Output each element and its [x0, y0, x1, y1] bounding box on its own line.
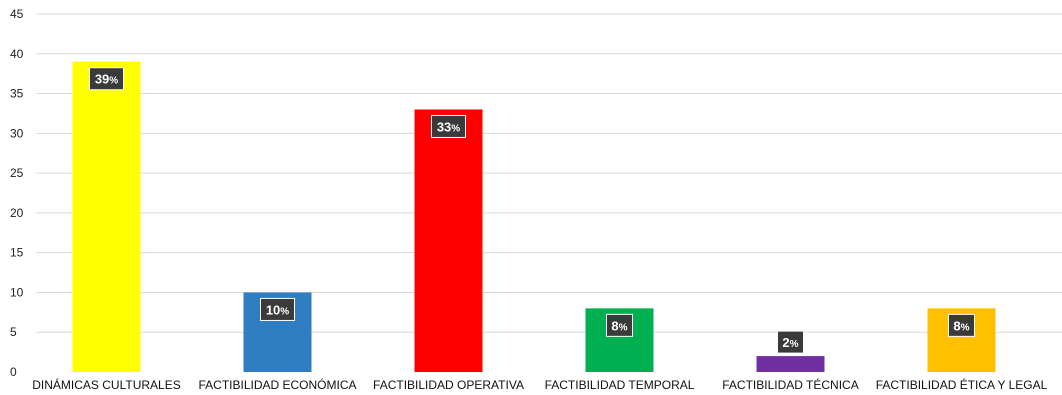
data-label-box	[606, 313, 633, 337]
data-label-suffix: %	[451, 123, 460, 134]
data-label-box	[948, 313, 975, 337]
data-label-box	[260, 297, 295, 321]
data-label-value: 39	[95, 72, 109, 87]
data-label-suffix: %	[280, 306, 289, 317]
y-tick-label: 30	[10, 126, 24, 140]
data-label-box	[431, 114, 466, 138]
data-labels: 39%10%33%8%2%8%	[89, 67, 975, 354]
y-tick-label: 0	[10, 365, 17, 379]
data-label: 10%	[266, 302, 289, 317]
gridlines	[36, 13, 1062, 333]
x-axis-category-labels: DINÁMICAS CULTURALES FACTIBILIDAD ECONÓMI…	[32, 377, 1047, 392]
data-label-suffix: %	[619, 322, 628, 333]
bar	[72, 61, 141, 372]
x-category-label: FACTIBILIDAD ÉTICA Y LEGAL	[876, 377, 1048, 392]
data-label: 2%	[782, 335, 798, 350]
data-label: 39%	[95, 72, 118, 87]
data-label-value: 8	[953, 318, 960, 333]
y-tick-label: 5	[10, 325, 17, 339]
y-tick-label: 45	[10, 7, 24, 21]
y-tick-label: 15	[10, 246, 24, 260]
x-category-label: FACTIBILIDAD ECONÓMICA	[198, 377, 356, 392]
data-label: 8%	[953, 318, 969, 333]
y-tick-label: 25	[10, 166, 24, 180]
bar	[756, 356, 825, 372]
bar	[414, 109, 483, 372]
x-category-label: FACTIBILIDAD TÉCNICA	[722, 377, 858, 392]
y-tick-label: 10	[10, 285, 24, 299]
bars	[72, 61, 996, 372]
x-category-label: FACTIBILIDAD TEMPORAL	[545, 378, 695, 392]
data-label-box	[777, 330, 804, 354]
data-label-suffix: %	[109, 76, 118, 87]
data-label: 33%	[437, 119, 460, 134]
data-label-value: 2	[782, 335, 789, 350]
data-label-value: 33	[437, 119, 451, 134]
data-label-box	[89, 67, 124, 91]
y-tick-label: 40	[10, 47, 24, 61]
data-label-value: 8	[611, 318, 618, 333]
data-label-suffix: %	[961, 322, 970, 333]
y-axis-tick-labels: 0 5 10 15 20 25 30 35 40 45	[10, 7, 24, 379]
data-label-value: 10	[266, 302, 280, 317]
y-tick-label: 35	[10, 87, 24, 101]
data-label: 8%	[611, 318, 627, 333]
x-category-label: FACTIBILIDAD OPERATIVA	[373, 378, 524, 392]
y-tick-label: 20	[10, 206, 24, 220]
data-label-suffix: %	[790, 339, 799, 350]
x-category-label: DINÁMICAS CULTURALES	[32, 377, 180, 392]
